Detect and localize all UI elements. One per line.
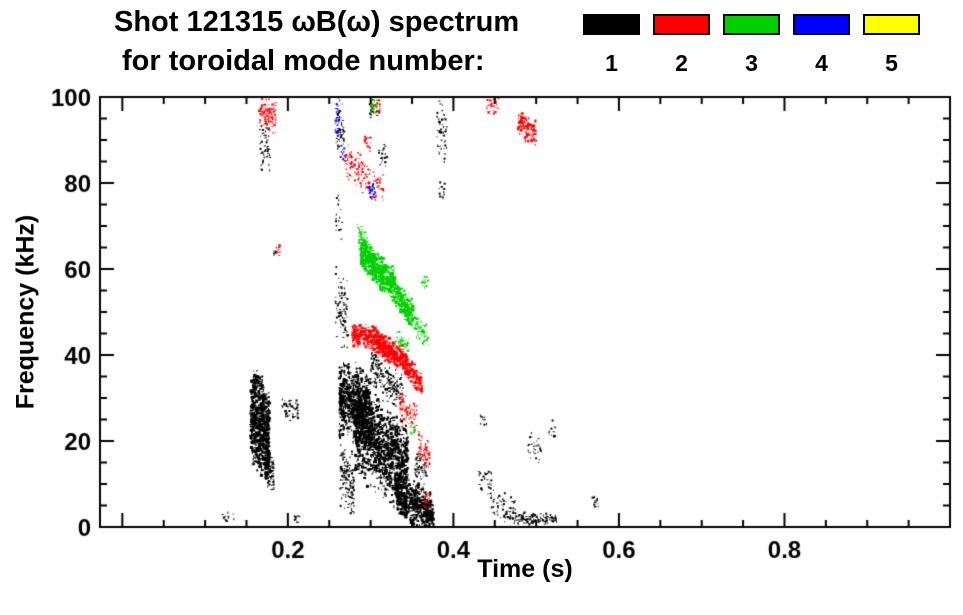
mode-legend-swatches [583, 14, 920, 35]
legend-label-mode-1: 1 [605, 50, 618, 76]
mode-legend-numbers: 1 2 3 4 5 [583, 50, 933, 77]
chart-title-line1: Shot 121315 ωB(ω) spectrum [114, 6, 520, 38]
y-axis-title: Frequency (kHz) [11, 214, 40, 410]
legend-swatch-mode-1 [583, 14, 640, 35]
legend-swatch-mode-2 [653, 14, 710, 35]
legend-label-mode-2: 2 [675, 50, 688, 76]
legend-label-mode-4: 4 [815, 50, 828, 76]
legend-swatch-mode-3 [723, 14, 780, 35]
x-axis-title: Time (s) [477, 555, 573, 583]
legend-swatch-mode-5 [863, 14, 920, 35]
legend-label-mode-5: 5 [885, 50, 898, 76]
chart-title-line2: for toroidal mode number: [122, 45, 485, 77]
legend-label-mode-3: 3 [745, 50, 758, 76]
legend-swatch-mode-4 [793, 14, 850, 35]
